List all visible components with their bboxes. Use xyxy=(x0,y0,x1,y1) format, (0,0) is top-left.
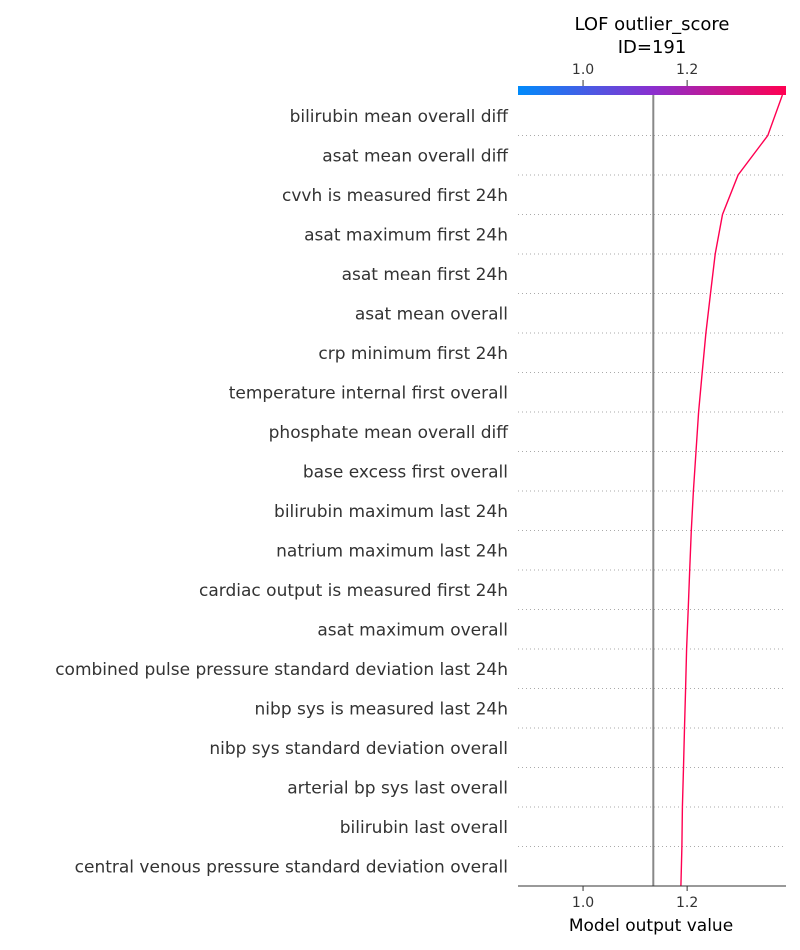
feature-label: temperature internal first overall xyxy=(229,383,508,403)
feature-label: cvvh is measured first 24h xyxy=(282,186,508,206)
top-tick-label: 1.0 xyxy=(572,62,594,78)
feature-label: phosphate mean overall diff xyxy=(269,423,510,443)
chart-title: LOF outlier_score xyxy=(575,14,730,35)
chart-subtitle: ID=191 xyxy=(618,37,687,58)
decision-path-line xyxy=(680,94,784,887)
feature-labels: bilirubin mean overall diff asat mean ove… xyxy=(55,107,509,878)
feature-label: asat mean overall diff xyxy=(322,146,509,166)
feature-label: bilirubin mean overall diff xyxy=(290,107,510,127)
feature-label: asat mean first 24h xyxy=(342,265,508,285)
row-separators xyxy=(518,135,786,847)
feature-label: nibp sys standard deviation overall xyxy=(209,739,508,759)
feature-label: bilirubin maximum last 24h xyxy=(274,502,508,522)
feature-label: combined pulse pressure standard deviati… xyxy=(55,660,508,680)
feature-label: cardiac output is measured first 24h xyxy=(199,581,508,601)
top-axis: 1.0 1.2 xyxy=(572,62,698,86)
feature-label: asat mean overall xyxy=(355,304,508,324)
feature-label: arterial bp sys last overall xyxy=(287,778,508,798)
x-axis-label: Model output value xyxy=(569,916,733,936)
feature-label: bilirubin last overall xyxy=(340,818,508,838)
colorbar xyxy=(518,86,786,95)
top-tick-label: 1.2 xyxy=(676,62,698,78)
feature-label: crp minimum first 24h xyxy=(318,344,508,364)
feature-label: natrium maximum last 24h xyxy=(276,541,508,561)
feature-label: base excess first overall xyxy=(303,462,508,482)
x-axis-ticks: 1.0 1.2 xyxy=(572,886,698,911)
feature-label: central venous pressure standard deviati… xyxy=(75,857,508,877)
feature-label: asat maximum first 24h xyxy=(304,225,508,245)
feature-label: nibp sys is measured last 24h xyxy=(255,699,508,719)
feature-label: asat maximum overall xyxy=(317,620,508,640)
x-tick-label: 1.0 xyxy=(572,895,594,911)
x-tick-label: 1.2 xyxy=(676,895,698,911)
